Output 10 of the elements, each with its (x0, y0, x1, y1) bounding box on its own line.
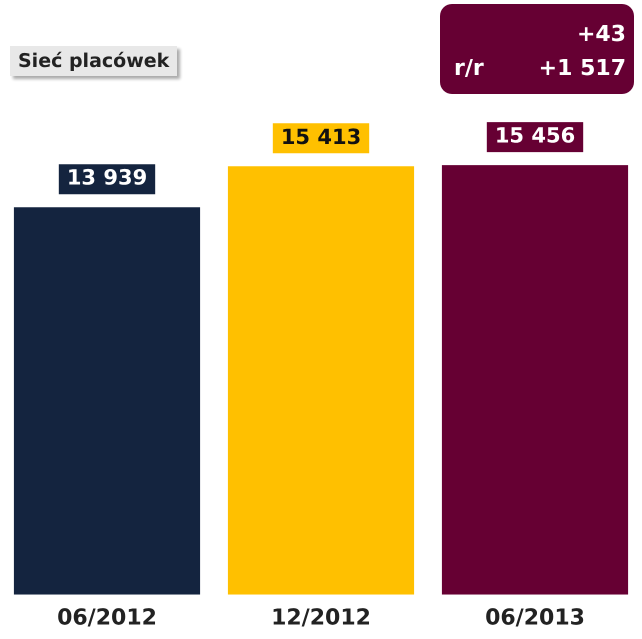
chart-title: Sieć placówek (10, 46, 178, 76)
data-label: 15 413 (280, 124, 362, 149)
x-tick-label: 06/2012 (57, 606, 157, 631)
text: r/r (454, 56, 484, 81)
text: +1 517 (538, 56, 626, 81)
data-label: 13 939 (66, 166, 148, 190)
text: +43 (576, 22, 626, 47)
x-tick-label: 12/2012 (271, 606, 371, 631)
data-label: 15 456 (494, 124, 576, 148)
x-tick-label: 06/2013 (485, 606, 585, 631)
